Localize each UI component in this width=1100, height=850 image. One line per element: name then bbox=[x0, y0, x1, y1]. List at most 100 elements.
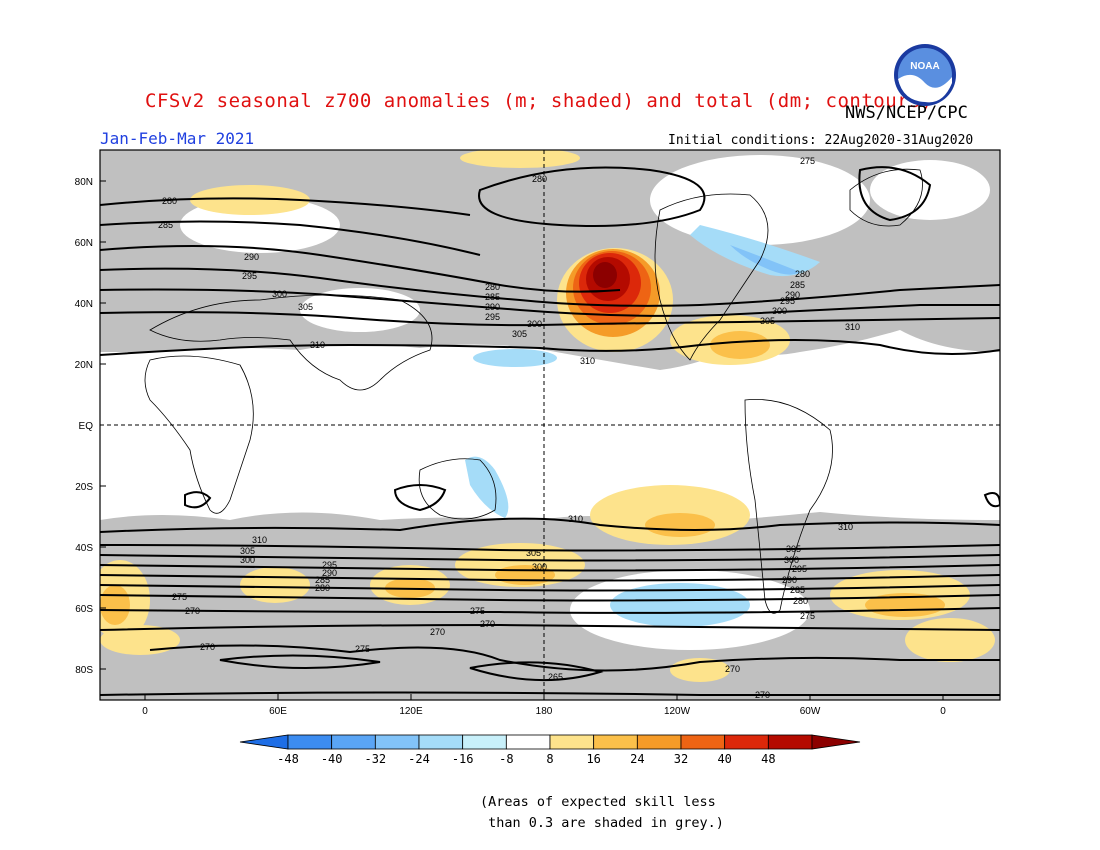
colorbar: -48 -40 -32 -24 -16 -8 8 16 24 32 40 48 bbox=[239, 734, 861, 766]
contour-label: 300 bbox=[772, 306, 787, 316]
lat-label: 60S bbox=[75, 604, 93, 615]
colorbar-swatch bbox=[287, 734, 333, 750]
contour-label: 305 bbox=[786, 544, 801, 554]
contour-label: 270 bbox=[480, 619, 495, 629]
map-frame bbox=[99, 149, 1001, 701]
colorbar-tick-label: 8 bbox=[546, 752, 553, 766]
contour-labels: 275 280 280 285 290 295 300 305 310 280 … bbox=[158, 156, 860, 700]
colorbar-tick-label: -48 bbox=[277, 752, 299, 766]
colorbar-swatch bbox=[724, 734, 769, 750]
colorbar-swatch bbox=[331, 734, 376, 750]
contour-label: 290 bbox=[485, 302, 500, 312]
contour-label: 300 bbox=[527, 319, 542, 329]
contour-label: 270 bbox=[185, 606, 200, 616]
total-height-contours bbox=[100, 166, 1000, 696]
lat-label: 80S bbox=[75, 665, 93, 676]
contour-label: 295 bbox=[242, 271, 257, 281]
contour-label: 270 bbox=[430, 627, 445, 637]
skill-note: (Areas of expected skill less than 0.3 a… bbox=[480, 794, 724, 831]
svg-text:NOAA: NOAA bbox=[910, 61, 939, 72]
lon-label: 120E bbox=[399, 706, 423, 717]
colorbar-arrow-low bbox=[239, 734, 289, 750]
contour-label: 305 bbox=[240, 546, 255, 556]
contour-label: 285 bbox=[790, 280, 805, 290]
contour-label: 295 bbox=[485, 312, 500, 322]
contour-label: 275 bbox=[172, 592, 187, 602]
noaa-logo: NOAA bbox=[894, 44, 956, 106]
coastlines bbox=[144, 168, 923, 614]
colorbar-tick-label: -24 bbox=[408, 752, 430, 766]
colorbar-tick-label: -8 bbox=[499, 752, 513, 766]
contour-label: 300 bbox=[532, 562, 547, 572]
contour-label: 270 bbox=[200, 642, 215, 652]
contour-label: 285 bbox=[790, 585, 805, 595]
colorbar-tick-label: 48 bbox=[761, 752, 775, 766]
colorbar-swatch bbox=[636, 734, 682, 750]
contour-label: 275 bbox=[355, 644, 370, 654]
lon-label: 120W bbox=[664, 706, 691, 717]
contour-label: 310 bbox=[845, 322, 860, 332]
contour-label: 280 bbox=[532, 174, 547, 184]
lat-label: 40N bbox=[75, 299, 93, 310]
lat-label: 20S bbox=[75, 482, 93, 493]
longitude-axis: 0 60E 120E 180 120W 60W 0 bbox=[142, 694, 946, 717]
colorbar-tick-label: 24 bbox=[630, 752, 644, 766]
contour-label: 310 bbox=[310, 340, 325, 350]
lat-label: 40S bbox=[75, 543, 93, 554]
lat-label: EQ bbox=[79, 421, 94, 432]
colorbar-tick-label: -32 bbox=[364, 752, 386, 766]
colorbar-tick-label: -16 bbox=[452, 752, 474, 766]
contour-label: 310 bbox=[568, 514, 583, 524]
contour-label: 305 bbox=[760, 316, 775, 326]
lon-label: 180 bbox=[536, 706, 553, 717]
colorbar-tick-label: 40 bbox=[717, 752, 731, 766]
contour-label: 295 bbox=[322, 560, 337, 570]
lat-label: 20N bbox=[75, 360, 93, 371]
contour-label: 305 bbox=[526, 548, 541, 558]
chart-title: CFSv2 seasonal z700 anomalies (m; shaded… bbox=[145, 90, 933, 112]
colorbar-tick-label: 16 bbox=[586, 752, 600, 766]
colorbar-swatch bbox=[505, 734, 551, 750]
contour-label: 275 bbox=[800, 611, 815, 621]
lon-label: 0 bbox=[142, 706, 148, 717]
org-label: NWS/NCEP/CPC bbox=[845, 103, 968, 123]
contour-label: 295 bbox=[780, 296, 795, 306]
colorbar-swatch bbox=[549, 734, 595, 750]
colorbar-swatch bbox=[462, 734, 507, 750]
colorbar-swatch bbox=[593, 734, 638, 750]
contour-label: 270 bbox=[725, 664, 740, 674]
contour-label: 290 bbox=[785, 290, 800, 300]
lon-label: 60W bbox=[800, 706, 821, 717]
contour-label: 265 bbox=[548, 672, 563, 682]
contour-label: 300 bbox=[240, 555, 255, 565]
lon-label: 60E bbox=[269, 706, 287, 717]
contour-label: 310 bbox=[580, 356, 595, 366]
contour-label: 280 bbox=[793, 596, 808, 606]
contour-label: 300 bbox=[784, 555, 799, 565]
lat-label: 60N bbox=[75, 238, 93, 249]
negative-anomalies bbox=[465, 225, 820, 627]
contour-label: 305 bbox=[298, 302, 313, 312]
dashed-grid bbox=[100, 150, 1000, 700]
colorbar-tick-label: -40 bbox=[321, 752, 343, 766]
contour-label: 280 bbox=[315, 583, 330, 593]
latitude-axis: 80N 60N 40N 20N EQ 20S 40S 60S 80S bbox=[75, 177, 106, 676]
colorbar-swatch bbox=[418, 734, 464, 750]
contour-label: 310 bbox=[838, 522, 853, 532]
contour-label: 280 bbox=[485, 282, 500, 292]
contour-label: 270 bbox=[755, 690, 770, 700]
forecast-period: Jan-Feb-Mar 2021 bbox=[100, 129, 255, 148]
contour-label: 305 bbox=[512, 329, 527, 339]
contour-label: 290 bbox=[322, 568, 337, 578]
contour-label: 275 bbox=[470, 606, 485, 616]
colorbar-arrow-high bbox=[811, 734, 861, 750]
colorbar-tick-label: 32 bbox=[674, 752, 688, 766]
lon-label: 0 bbox=[940, 706, 946, 717]
contour-label: 310 bbox=[252, 535, 267, 545]
contour-label: 285 bbox=[158, 220, 173, 230]
contour-label: 290 bbox=[782, 575, 797, 585]
colorbar-swatch bbox=[767, 734, 813, 750]
initial-conditions: Initial conditions: 22Aug2020-31Aug2020 bbox=[668, 133, 974, 148]
lat-label: 80N bbox=[75, 177, 93, 188]
